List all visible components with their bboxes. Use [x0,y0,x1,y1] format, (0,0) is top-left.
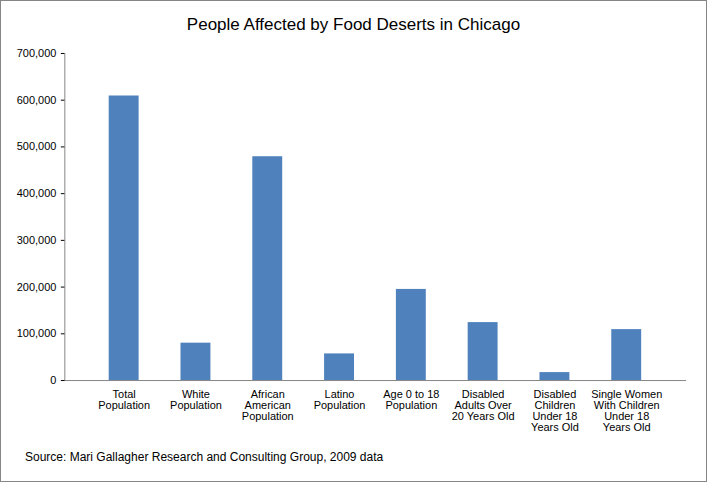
svg-text:700,000: 700,000 [17,47,57,59]
svg-text:AfricanAmericanPopulation: AfricanAmericanPopulation [242,388,294,422]
svg-text:Age 0 to 18Population: Age 0 to 18Population [383,388,439,411]
svg-text:100,000: 100,000 [17,327,57,339]
svg-text:300,000: 300,000 [17,234,57,246]
svg-text:500,000: 500,000 [17,140,57,152]
svg-text:LatinoPopulation: LatinoPopulation [314,388,366,411]
svg-text:600,000: 600,000 [17,94,57,106]
html-text:Source: Mari Gallagher Researc: Source: Mari Gallagher Research and Cons… [25,449,384,464]
svg-text:DisabledAdults Over20 Years Ol: DisabledAdults Over20 Years Old [452,388,515,422]
svg-text:400,000: 400,000 [17,187,57,199]
html-text:People Affected by Food Desert: People Affected by Food Deserts in Chica… [186,15,521,34]
svg-text:200,000: 200,000 [17,281,57,293]
svg-text:TotalPopulation: TotalPopulation [98,388,150,411]
svg-text:Single WomenWith ChildrenUnder: Single WomenWith ChildrenUnder 18Years O… [591,388,662,433]
svg-text:0: 0 [50,374,56,386]
svg-text:WhitePopulation: WhitePopulation [170,388,222,411]
svg-text:DisabledChildrenUnder 18Years: DisabledChildrenUnder 18Years Old [531,388,579,433]
